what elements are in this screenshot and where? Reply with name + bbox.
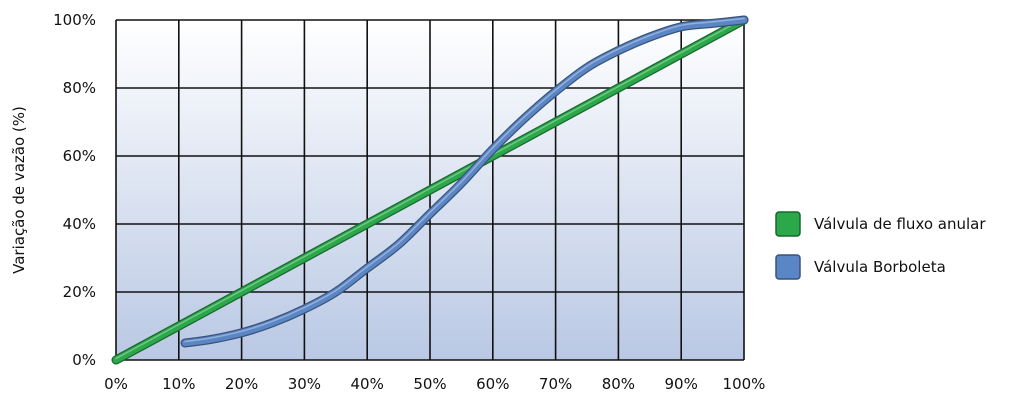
x-tick-label: 90% — [665, 375, 698, 393]
legend-swatch-annular-flow-valve — [775, 211, 801, 237]
x-tick-label: 0% — [104, 375, 128, 393]
annular-flow-valve-line-highlight — [115, 17, 745, 360]
y-tick-label: 60% — [63, 147, 96, 165]
x-tick-label: 10% — [162, 375, 195, 393]
x-tick-label: 80% — [602, 375, 635, 393]
y-tick-label: 0% — [72, 351, 96, 369]
y-tick-label: 80% — [63, 79, 96, 97]
y-tick-label: 40% — [63, 215, 96, 233]
legend-label-butterfly-valve: Válvula Borboleta — [814, 258, 946, 276]
butterfly-valve-line-highlight — [184, 17, 745, 343]
x-tick-label: 100% — [723, 375, 766, 393]
legend-swatch-butterfly-valve — [775, 254, 801, 280]
series-layer — [111, 15, 749, 365]
x-tick-label: 20% — [225, 375, 258, 393]
x-tick-label: 40% — [351, 375, 384, 393]
butterfly-valve-line — [181, 16, 748, 347]
legend-label-annular-flow-valve: Válvula de fluxo anular — [814, 215, 986, 233]
tick-labels: 0% 10% 20% 30% 40% 50% 60% 70% 80% 90% 100% 0% 20% 40… — [53, 11, 765, 393]
x-tick-label: 60% — [476, 375, 509, 393]
x-tick-label: 50% — [413, 375, 446, 393]
legend: Válvula de fluxo anular Válvula Borboleta — [775, 211, 986, 280]
x-tick-label: 30% — [288, 375, 321, 393]
x-tick-label: 70% — [539, 375, 572, 393]
grid-lines — [115, 19, 745, 361]
annular-flow-valve-line — [112, 16, 748, 364]
y-tick-label: 100% — [53, 11, 96, 29]
y-tick-label: 20% — [63, 283, 96, 301]
y-axis-label: Variação de vazão (%) — [10, 106, 28, 274]
